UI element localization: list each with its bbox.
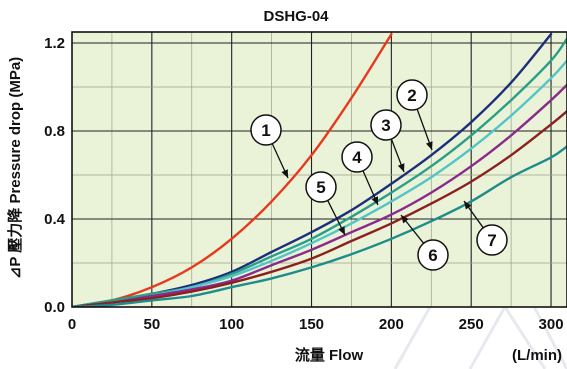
callout-5: 5 (305, 171, 346, 236)
callout-number: 7 (487, 231, 496, 250)
callout-arrowhead (401, 215, 409, 224)
callout-arrowhead (338, 226, 345, 235)
series-layer (72, 33, 567, 307)
plot-frame (71, 31, 567, 308)
x-tick-label: 150 (299, 316, 324, 333)
callout-number: 1 (261, 121, 270, 140)
callout-4: 4 (341, 141, 379, 206)
x-tick-label: 250 (459, 316, 484, 333)
series-line-7 (72, 145, 567, 307)
tick-labels: 0 50 100 150 200 250 300 0.0 0.4 0.8 1.2 (44, 35, 563, 333)
x-tick-label: 100 (219, 316, 244, 333)
x-tick-label: 50 (143, 316, 160, 333)
callout-arrowhead (425, 141, 433, 150)
callout-circle (417, 239, 449, 271)
y-axis-label: ⊿P 壓力降 Pressure drop (MPa) (6, 57, 24, 279)
callout-number: 6 (428, 246, 437, 265)
series-line-1 (72, 33, 393, 307)
callout-arrowhead (371, 196, 378, 205)
callout-number: 4 (352, 148, 362, 167)
x-tick-label: 0 (68, 316, 76, 333)
y-tick-label: 0.8 (44, 123, 65, 140)
callout-1: 1 (250, 114, 289, 179)
y-tick-label: 0.4 (44, 211, 66, 228)
callout-circle (396, 79, 428, 111)
callout-arrowhead (464, 201, 472, 210)
callout-circle (370, 109, 402, 141)
x-axis-label: 流量 Flow (295, 346, 364, 364)
callout-2: 2 (396, 79, 433, 151)
callout-3: 3 (370, 109, 405, 173)
callout-circle (250, 114, 282, 146)
y-tick-label: 1.2 (44, 35, 65, 52)
callout-arrowhead (281, 169, 288, 178)
plot-area (72, 32, 567, 307)
x-tick-label: 200 (379, 316, 404, 333)
x-tick-label: 300 (539, 316, 564, 333)
y-tick-label: 0.0 (44, 299, 65, 316)
callout-circle (305, 171, 337, 203)
callout-arrowhead (397, 163, 405, 172)
callout-circle (341, 141, 373, 173)
callout-number: 5 (316, 178, 325, 197)
series-line-6 (72, 110, 567, 307)
x-axis-unit: (L/min) (512, 347, 562, 364)
series-line-3 (72, 37, 567, 307)
callout-7: 7 (463, 200, 508, 256)
chart-title: DSHG-04 (263, 8, 329, 25)
series-line-5 (72, 83, 567, 307)
callout-circle (476, 224, 508, 256)
callout-number: 2 (407, 86, 416, 105)
callout-6: 6 (400, 214, 449, 271)
callout-layer: 1 234 5 6 7 (250, 79, 508, 271)
callout-number: 3 (381, 116, 390, 135)
